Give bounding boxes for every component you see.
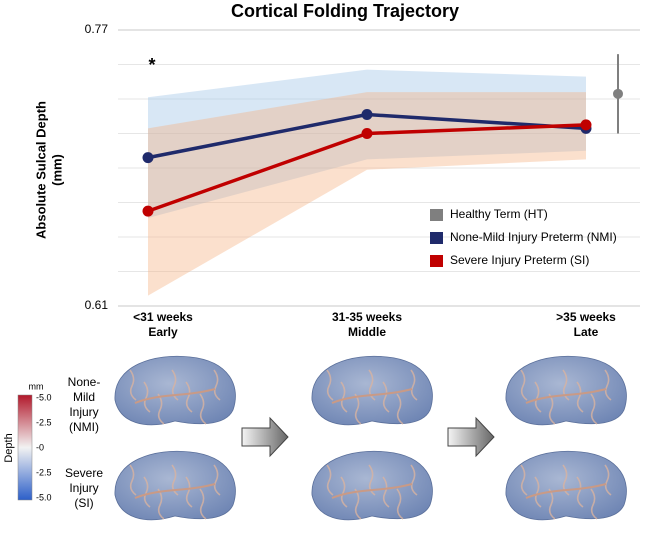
chart-title: Cortical Folding Trajectory xyxy=(231,1,459,21)
sulcus xyxy=(326,369,334,401)
legend-label: Healthy Term (HT) xyxy=(450,207,548,221)
colorbar xyxy=(17,394,33,501)
sulcus xyxy=(157,393,165,425)
sulcus xyxy=(590,393,598,425)
sulcus xyxy=(157,488,165,520)
sulcus xyxy=(382,476,390,508)
brain xyxy=(114,355,236,426)
colorbar-tick: -0 xyxy=(36,442,44,452)
sulcus xyxy=(590,488,598,520)
sulcus xyxy=(185,381,193,413)
row-label: Severe xyxy=(65,466,103,480)
sulcus xyxy=(326,464,334,496)
point xyxy=(361,109,373,121)
brain xyxy=(311,450,433,521)
sulcus xyxy=(171,369,179,401)
sulcus xyxy=(604,369,612,401)
sulcus xyxy=(525,388,607,404)
sulcus xyxy=(354,393,362,425)
sulcus xyxy=(134,483,216,499)
sulcus xyxy=(396,393,404,425)
reference-point xyxy=(613,88,623,99)
brain-images xyxy=(114,355,627,521)
sulcus xyxy=(520,369,528,401)
sulcus xyxy=(340,476,348,508)
legend-swatch xyxy=(430,255,443,267)
sulcus xyxy=(199,488,207,520)
sulcus xyxy=(576,381,584,413)
sulcus xyxy=(213,464,221,496)
row-label: None- xyxy=(68,375,101,389)
confidence-band xyxy=(148,92,586,296)
y-tick-label: 0.61 xyxy=(85,298,109,312)
sulcus xyxy=(410,464,418,496)
sulcus xyxy=(520,464,528,496)
brain xyxy=(505,450,627,521)
arrows xyxy=(241,416,495,458)
sulcus xyxy=(562,369,570,401)
colorbar-tick: -5.0 xyxy=(36,392,52,402)
brain xyxy=(505,355,627,426)
brain xyxy=(114,450,236,521)
colorbar-unit: mm xyxy=(29,381,44,391)
colorbar-tick: -2.5 xyxy=(36,417,52,427)
sulcus xyxy=(368,464,376,496)
x-tick-label: 31-35 weeks xyxy=(332,310,402,324)
sulcus xyxy=(562,464,570,496)
x-tick-sublabel: Middle xyxy=(348,325,386,339)
sulcus xyxy=(534,476,542,508)
sulcus xyxy=(604,464,612,496)
x-tick-sublabel: Early xyxy=(148,325,178,339)
sulcus xyxy=(534,381,542,413)
sulcus xyxy=(382,381,390,413)
sulcus xyxy=(340,381,348,413)
point xyxy=(580,119,592,131)
sulcus xyxy=(143,381,151,413)
sulcus xyxy=(213,369,221,401)
colorbar-tick: -5.0 xyxy=(36,492,52,502)
sulcus xyxy=(525,483,607,499)
sulcus xyxy=(548,488,556,520)
point xyxy=(142,205,154,217)
y-axis-label: (mm) xyxy=(49,154,64,186)
confidence-band xyxy=(148,69,586,219)
row-label: (NMI) xyxy=(69,420,99,434)
brain xyxy=(311,355,433,426)
row-label: Injury xyxy=(69,405,98,419)
sulcus xyxy=(143,476,151,508)
sulcus xyxy=(576,476,584,508)
sulcus xyxy=(548,393,556,425)
sulcus xyxy=(185,476,193,508)
point xyxy=(361,128,373,139)
colorbar-tick: -2.5 xyxy=(36,467,52,477)
annotation: * xyxy=(148,55,155,75)
sulcus xyxy=(410,369,418,401)
point xyxy=(142,152,154,164)
legend-swatch xyxy=(430,232,443,244)
row-label: Mild xyxy=(73,390,95,404)
x-tick-label: >35 weeks xyxy=(556,310,616,324)
x-tick-label: <31 weeks xyxy=(133,310,193,324)
sulcus xyxy=(129,369,137,401)
legend-label: None-Mild Injury Preterm (NMI) xyxy=(450,230,617,244)
row-label: Injury xyxy=(69,481,98,495)
colorbar-label: Depth xyxy=(3,433,15,462)
sulcus xyxy=(171,464,179,496)
sulcus xyxy=(331,483,413,499)
sulcus xyxy=(199,393,207,425)
sulcus xyxy=(396,488,404,520)
sulcus xyxy=(331,388,413,404)
sulcus xyxy=(368,369,376,401)
x-tick-sublabel: Late xyxy=(574,325,599,339)
sulcus xyxy=(354,488,362,520)
sulcus xyxy=(129,464,137,496)
sulcus xyxy=(134,388,216,404)
y-axis-label: Absolute Sulcal Depth xyxy=(33,101,48,239)
legend-label: Severe Injury Preterm (SI) xyxy=(450,253,589,267)
y-tick-label: 0.77 xyxy=(85,22,109,36)
row-label: (SI) xyxy=(74,496,93,510)
legend-swatch xyxy=(430,209,443,221)
